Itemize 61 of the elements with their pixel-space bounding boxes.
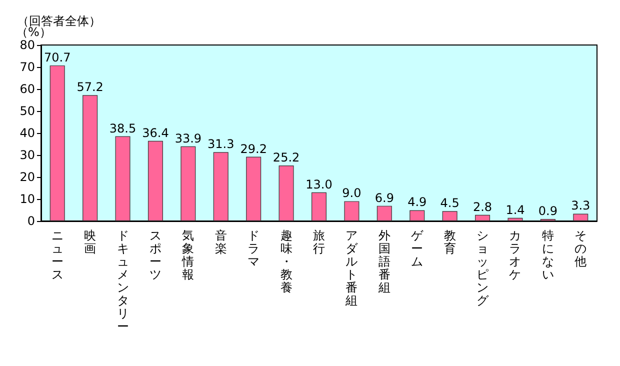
x-tick-label: 教育 (444, 228, 456, 256)
y-tick-label: 30 (20, 148, 35, 162)
y-tick-label: 10 (20, 192, 35, 206)
y-tick-label: 50 (20, 104, 35, 118)
x-tick-label: ドラマ (248, 228, 260, 268)
bar (213, 152, 228, 221)
x-tick-label: その他 (574, 228, 587, 268)
bar (508, 218, 523, 221)
bar (442, 211, 458, 221)
x-tick-label: 音楽 (214, 228, 227, 256)
data-label: 33.9 (174, 131, 202, 146)
x-tick-label: 旅行 (313, 228, 325, 256)
x-tick-label: 映画 (84, 228, 96, 256)
x-tick-label: 気象情報 (181, 228, 194, 282)
bar (246, 156, 262, 221)
bar (475, 214, 490, 221)
data-label: 13.0 (306, 177, 332, 192)
y-tick-label: 70 (20, 60, 35, 74)
bar (344, 201, 360, 221)
y-axis-title: （%） (16, 25, 52, 39)
y-tick-label: 60 (20, 82, 35, 96)
data-label: 36.4 (142, 126, 169, 140)
data-label: 0.9 (538, 204, 558, 218)
data-label: 1.4 (506, 202, 525, 217)
bar (180, 146, 196, 221)
data-label: 57.2 (76, 80, 104, 94)
bar (573, 214, 588, 221)
data-label: 4.9 (408, 195, 427, 210)
x-tick-label: 趣味・教養 (280, 228, 292, 294)
x-tick-label: カラオケ (509, 228, 522, 282)
data-label: 4.5 (440, 196, 460, 210)
bar (115, 136, 130, 221)
y-tick-label: 0 (27, 214, 35, 228)
x-tick-label: スポーツ (149, 228, 162, 282)
x-tick-label: ショッピング (476, 228, 490, 308)
chart-title: （回答者全体） (17, 14, 101, 28)
bar (148, 140, 163, 221)
y-tick-label: 20 (20, 170, 35, 184)
bar (312, 192, 326, 221)
data-label: 38.5 (109, 121, 136, 136)
data-label: 6.9 (374, 190, 394, 205)
bar (82, 95, 98, 221)
x-tick-label: ゲーム (411, 228, 424, 268)
data-label: 25.2 (272, 150, 300, 165)
data-label: 29.2 (240, 142, 267, 156)
y-tick-label: 80 (20, 38, 35, 52)
data-label: 70.7 (44, 50, 71, 64)
x-tick-label: ドキュメンタリー (116, 228, 129, 334)
x-tick-label: アダルト番組 (344, 228, 359, 308)
x-tick-label: 外国語番組 (377, 228, 390, 294)
bar (278, 166, 294, 221)
x-tick-label: 特にない (542, 228, 554, 282)
data-label: 31.3 (208, 137, 234, 152)
data-label: 2.8 (472, 200, 492, 214)
bar (50, 65, 65, 221)
data-label: 9.0 (342, 186, 362, 200)
bar (410, 210, 425, 221)
data-label: 3.3 (571, 198, 590, 213)
x-tick-label: ニュース (51, 228, 64, 282)
bar (376, 206, 392, 221)
y-tick-label: 40 (20, 126, 35, 140)
